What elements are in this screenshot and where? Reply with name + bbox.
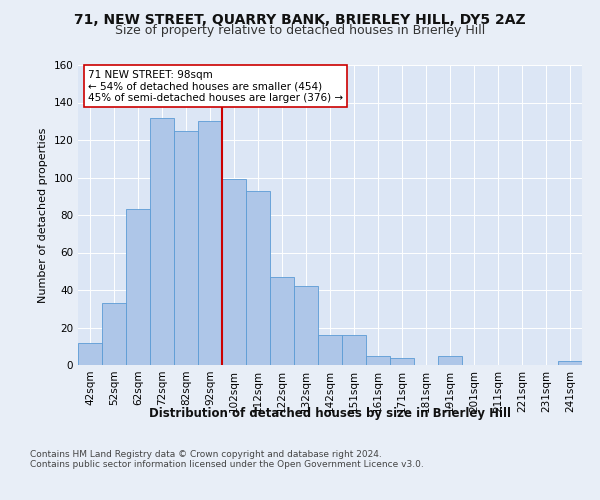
Bar: [150, 118, 174, 365]
Bar: [222, 180, 246, 365]
Bar: [558, 361, 582, 365]
Bar: [270, 277, 294, 365]
Bar: [174, 130, 198, 365]
Bar: [366, 356, 390, 365]
Bar: [198, 121, 222, 365]
Text: Size of property relative to detached houses in Brierley Hill: Size of property relative to detached ho…: [115, 24, 485, 37]
Bar: [294, 286, 318, 365]
Text: Distribution of detached houses by size in Brierley Hill: Distribution of detached houses by size …: [149, 408, 511, 420]
Y-axis label: Number of detached properties: Number of detached properties: [38, 128, 48, 302]
Bar: [438, 356, 462, 365]
Bar: [78, 342, 102, 365]
Bar: [126, 210, 150, 365]
Bar: [390, 358, 414, 365]
Text: Contains HM Land Registry data © Crown copyright and database right 2024.
Contai: Contains HM Land Registry data © Crown c…: [30, 450, 424, 469]
Bar: [102, 303, 126, 365]
Bar: [342, 335, 366, 365]
Text: 71 NEW STREET: 98sqm
← 54% of detached houses are smaller (454)
45% of semi-deta: 71 NEW STREET: 98sqm ← 54% of detached h…: [88, 70, 343, 102]
Text: 71, NEW STREET, QUARRY BANK, BRIERLEY HILL, DY5 2AZ: 71, NEW STREET, QUARRY BANK, BRIERLEY HI…: [74, 12, 526, 26]
Bar: [246, 190, 270, 365]
Bar: [318, 335, 342, 365]
